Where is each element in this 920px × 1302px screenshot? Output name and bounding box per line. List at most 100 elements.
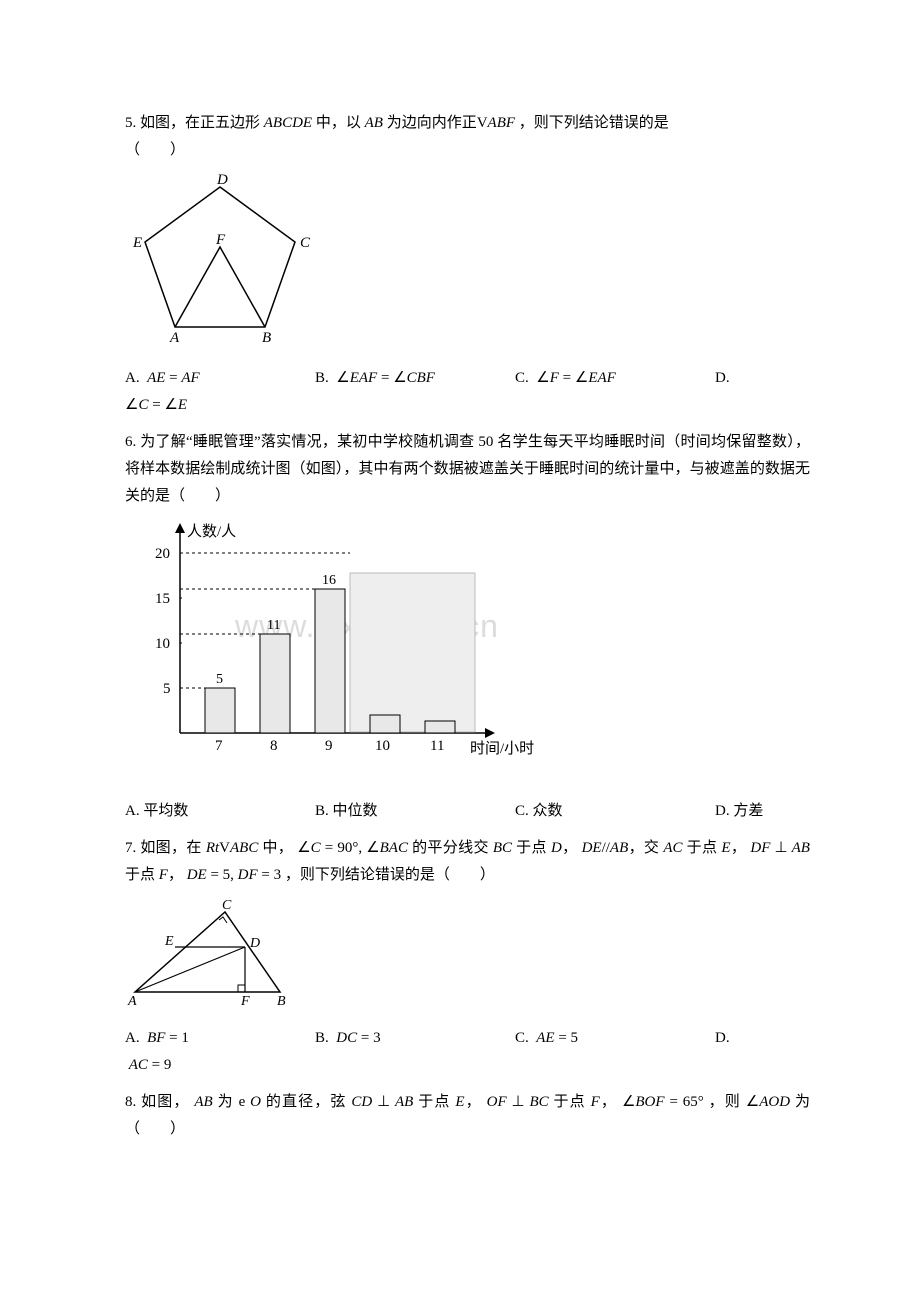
q8-bc: BC [529, 1094, 548, 1110]
q8-o: O [250, 1094, 261, 1110]
ytick-20: 20 [155, 546, 170, 562]
q8-text: 8. 如图， AB 为 e O 的直径，弦 CD ⊥ AB 于点 E， OF ⊥… [125, 1089, 810, 1143]
right-angle-c [219, 917, 227, 923]
ytick-5: 5 [163, 681, 171, 697]
q7-ang2: ∠ [366, 840, 379, 856]
q7-f: F [159, 867, 168, 883]
bar-9 [315, 589, 345, 733]
q7-p8: 于点 [125, 867, 155, 883]
bar-7-x: 7 [215, 738, 223, 754]
q7-optD-v: AC [129, 1057, 148, 1073]
q5-opt-d: D. [715, 365, 795, 392]
q7-optA-v: BF [147, 1030, 165, 1046]
q7-comma1: ， [562, 840, 578, 856]
bar-7-val: 5 [216, 672, 223, 687]
q5-optD-eq: = [152, 397, 160, 413]
q7-p9: ，则下列结论错误的是（ ） [285, 867, 495, 883]
q8-p6: ，则 [709, 1094, 741, 1110]
q6-optB-l: B. [315, 803, 329, 819]
ytick-15: 15 [155, 591, 170, 607]
question-8: 8. 如图， AB 为 e O 的直径，弦 CD ⊥ AB 于点 E， OF ⊥… [125, 1089, 810, 1143]
bar-8-x: 8 [270, 738, 278, 754]
q8-perp1: ⊥ [377, 1094, 390, 1110]
tri-label-c: C [222, 898, 232, 913]
q7-opt-d: D. [715, 1025, 795, 1052]
q5-optD-label: D. [715, 370, 730, 386]
bar-11 [425, 721, 455, 733]
pentagon-label-c: C [300, 235, 311, 251]
q7-tri: V [219, 840, 230, 856]
q5-optC-label: C. [515, 370, 529, 386]
q5-optC-eq: = [563, 370, 571, 386]
q5-prefix: 5. 如图，在正五边形 [125, 115, 260, 131]
pentagon-svg: D E C A B F [125, 172, 315, 347]
q7-p4: 于点 [516, 840, 547, 856]
q7-optB-eq: = 3 [361, 1030, 381, 1046]
q8-eq: = 65° [669, 1094, 703, 1110]
pentagon-label-b: B [262, 330, 271, 346]
bar-7 [205, 688, 235, 733]
question-5: 5. 如图，在正五边形 ABCDE 中，以 AB 为边向内作正VABF ，则下列… [125, 110, 810, 419]
x-axis-arrow [485, 728, 495, 738]
q7-p5: ，交 [628, 840, 659, 856]
q7-eq2: = 5, [210, 867, 233, 883]
q8-p2: 为 [218, 1094, 234, 1110]
q8-comma: ， [465, 1094, 482, 1110]
q8-ab2: AB [395, 1094, 413, 1110]
triangle-svg: C E D A F B [125, 897, 295, 1007]
q7-opt-c: C. AE = 5 [515, 1025, 715, 1052]
q5-paren: （ ） [125, 137, 810, 164]
q5-abf: ABF [488, 115, 516, 131]
q7-ang1: ∠ [297, 840, 310, 856]
q7-deg: 90°, [337, 840, 362, 856]
q7-opt-b: B. DC = 3 [315, 1025, 515, 1052]
q6-opt-c: C. 众数 [515, 798, 715, 825]
q5-optB-eq: = [381, 370, 389, 386]
q5-opt-d-cont: ∠C = ∠E [125, 392, 810, 419]
q6-optC-t: 众数 [533, 803, 563, 819]
q6-opt-d: D. 方差 [715, 798, 795, 825]
q7-p7: ， [731, 840, 747, 856]
q7-opt-a: A. BF = 1 [125, 1025, 315, 1052]
q7-abc: ABC [230, 840, 258, 856]
q7-optA-l: A. [125, 1030, 140, 1046]
q5-optB-ang2: ∠ [393, 370, 406, 386]
q7-rt: Rt [206, 840, 219, 856]
q5-opt-c: C. ∠F = ∠EAF [515, 365, 715, 392]
q5-optB-e2: CBF [407, 370, 435, 386]
q8-p5: 于点 [554, 1094, 586, 1110]
q5-optB-label: B. [315, 370, 329, 386]
q8-comma2: ， [600, 1094, 617, 1110]
q5-optA-label: A. [125, 370, 140, 386]
bar-8 [260, 634, 290, 733]
q7-df: DF [750, 840, 770, 856]
q8-ang1: ∠ [622, 1094, 635, 1110]
q8-of: OF [487, 1094, 507, 1110]
q8-p3: 的直径，弦 [266, 1094, 347, 1110]
q7-df3: DF [238, 867, 258, 883]
q8-cd: CD [351, 1094, 372, 1110]
q7-optC-eq: = 5 [558, 1030, 578, 1046]
q7-e: E [721, 840, 730, 856]
q6-options: A. 平均数 B. 中位数 C. 众数 D. 方差 [125, 798, 810, 825]
q7-optD-eq: = 9 [152, 1057, 172, 1073]
q7-ab: AB [610, 840, 628, 856]
q8-ept: E [455, 1094, 464, 1110]
q5-tri: V [477, 115, 488, 131]
triangle-abc [135, 912, 280, 992]
q6-optD-t: 方差 [733, 803, 763, 819]
q8-ab: AB [194, 1094, 212, 1110]
right-angle-f [238, 985, 245, 992]
pentagon-label-e: E [132, 235, 142, 251]
q7-c: C [311, 840, 321, 856]
q8-f: F [591, 1094, 600, 1110]
q5-optC-e2: EAF [588, 370, 616, 386]
q5-optD-e2: E [178, 397, 187, 413]
q5-options: A. AE = AF B. ∠EAF = ∠CBF C. ∠F = ∠EAF D… [125, 365, 810, 419]
q7-eq1: = [325, 840, 333, 856]
pentagon-label-d: D [216, 172, 228, 188]
q7-bac: BAC [380, 840, 408, 856]
x-axis-label: 时间/小时 [470, 740, 534, 757]
q6-optA-l: A. [125, 803, 140, 819]
q7-p2: 中， [262, 840, 293, 856]
